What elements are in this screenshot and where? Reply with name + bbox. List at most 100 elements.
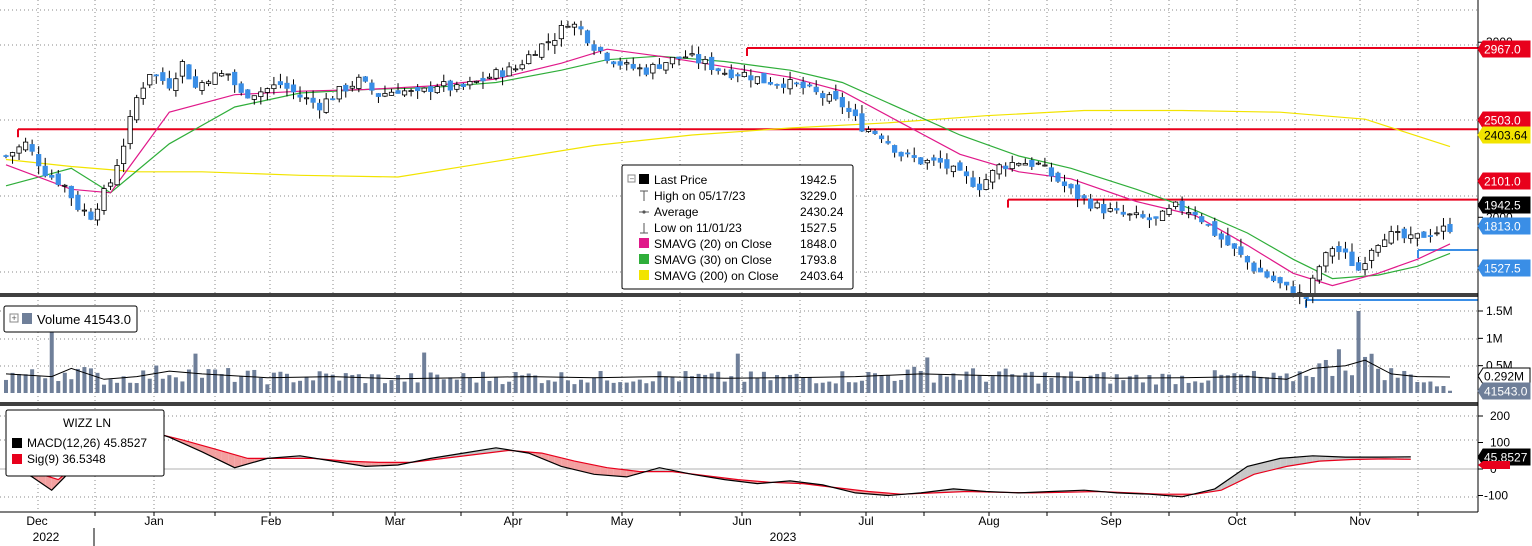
time-axis: Dec Jan Feb Mar Apr May Jun Jul Aug Sep Oct Nov 2022… <box>26 512 1419 546</box>
candle-body <box>1362 263 1368 271</box>
volume-bar <box>1428 381 1433 393</box>
candle-body <box>232 71 238 86</box>
candle-body <box>905 152 911 155</box>
price-legend-row: SMAVG (30) on Close 1793.8 <box>639 253 837 267</box>
price-candles <box>3 20 1453 307</box>
candle-body <box>898 151 904 157</box>
volume-macd-separator[interactable] <box>0 402 1478 406</box>
volume-bar <box>121 376 126 393</box>
volume-bar <box>565 380 570 393</box>
volume-bar <box>1108 383 1113 393</box>
candle-body <box>1192 211 1198 216</box>
candle-body <box>127 116 133 145</box>
candle-body <box>1395 231 1401 233</box>
svg-text:+: + <box>12 313 17 323</box>
candle-body <box>1061 181 1068 187</box>
volume-bar <box>298 380 303 393</box>
collapse-icon[interactable] <box>627 174 636 183</box>
volume-bar <box>820 382 825 393</box>
candle-body <box>682 56 689 59</box>
volume-bar <box>1062 376 1067 393</box>
candle-body <box>1323 252 1329 267</box>
macd-fill-segment <box>195 443 203 452</box>
candle-body <box>735 74 741 77</box>
candle-body <box>395 90 401 94</box>
volume-bar <box>337 380 342 393</box>
price-legend-row: Average 2430.24 <box>639 205 844 219</box>
price-legend-label: Last Price <box>654 173 708 187</box>
value-tag-shape <box>1477 259 1531 277</box>
candle-body <box>225 73 231 76</box>
candle-body <box>604 52 610 62</box>
volume-bar <box>552 381 557 393</box>
volume-bar <box>984 381 989 393</box>
volume-bar <box>186 369 191 393</box>
candle-body <box>297 94 303 98</box>
volume-bar <box>369 374 374 393</box>
candle-body <box>774 83 780 86</box>
candle-body <box>885 141 891 144</box>
volume-bar <box>520 375 525 393</box>
volume-bar <box>461 373 466 393</box>
volume-bar <box>788 374 793 393</box>
candle-body <box>970 177 976 187</box>
volume-bar <box>716 371 721 393</box>
volume-bar <box>572 384 577 393</box>
candle-body <box>963 171 970 177</box>
candle-body <box>434 86 440 94</box>
candle-body <box>545 41 551 44</box>
volume-bar <box>213 369 218 393</box>
value-tag-label: 41543.0 <box>1484 385 1528 399</box>
macd-ticker-label: WIZZ LN <box>63 416 111 430</box>
candle-body <box>1081 195 1087 199</box>
volume-bar <box>23 374 28 393</box>
volume-bar <box>846 382 851 393</box>
macd-fill-segment <box>378 462 385 466</box>
candle-body <box>186 64 192 80</box>
volume-bar <box>1376 368 1381 393</box>
volume-bar <box>330 374 335 393</box>
candle-body <box>519 64 525 70</box>
macd-fill-segment <box>600 466 608 476</box>
price-legend-label: SMAVG (20) on Close <box>654 237 772 251</box>
candle-body <box>1284 281 1290 286</box>
volume-average-tag: 0.292M <box>1477 367 1531 385</box>
candle-body <box>637 67 643 70</box>
candle-body <box>401 90 408 96</box>
volume-bar <box>775 375 780 393</box>
volume-bar <box>781 376 786 393</box>
volume-bar <box>278 371 283 393</box>
candle-body <box>303 97 310 100</box>
candle-body <box>1401 228 1407 239</box>
volume-bar <box>265 384 270 393</box>
price-legend[interactable]: − Last Price 1942.5 High on 05/17/23 3229.0 A… <box>621 164 854 290</box>
volume-bar <box>435 374 440 393</box>
candle-body <box>199 82 205 91</box>
volume-bar <box>879 375 884 393</box>
price-tag: 2967.0 <box>1477 40 1531 58</box>
candle-body <box>1094 202 1100 209</box>
volume-bar <box>95 372 100 393</box>
volume-bar <box>1251 370 1256 393</box>
price-volume-separator[interactable] <box>0 293 1478 297</box>
macd-fill-segment <box>1234 470 1241 484</box>
candle-body <box>780 83 787 88</box>
volume-legend[interactable]: + Volume 41543.0 <box>3 305 138 333</box>
candle-body <box>140 87 146 99</box>
volume-bar <box>1441 385 1446 393</box>
volume-bar <box>1134 374 1139 393</box>
average-marker-icon-dot <box>642 210 646 214</box>
candle-body <box>571 23 578 28</box>
volume-bar <box>1297 371 1302 393</box>
candle-body <box>447 80 453 91</box>
macd-legend[interactable]: WIZZ LN MACD(12,26) 45.8527 Sig(9) 36.534… <box>5 409 165 477</box>
expand-icon[interactable] <box>9 313 19 323</box>
price-tag: 1813.0 <box>1477 217 1531 235</box>
candle-body <box>147 74 153 86</box>
value-tag-shape <box>1477 40 1531 58</box>
month-label: Dec <box>26 514 47 528</box>
volume-bar <box>1265 377 1270 393</box>
volume-bar <box>69 379 74 393</box>
volume-bar <box>585 382 590 393</box>
